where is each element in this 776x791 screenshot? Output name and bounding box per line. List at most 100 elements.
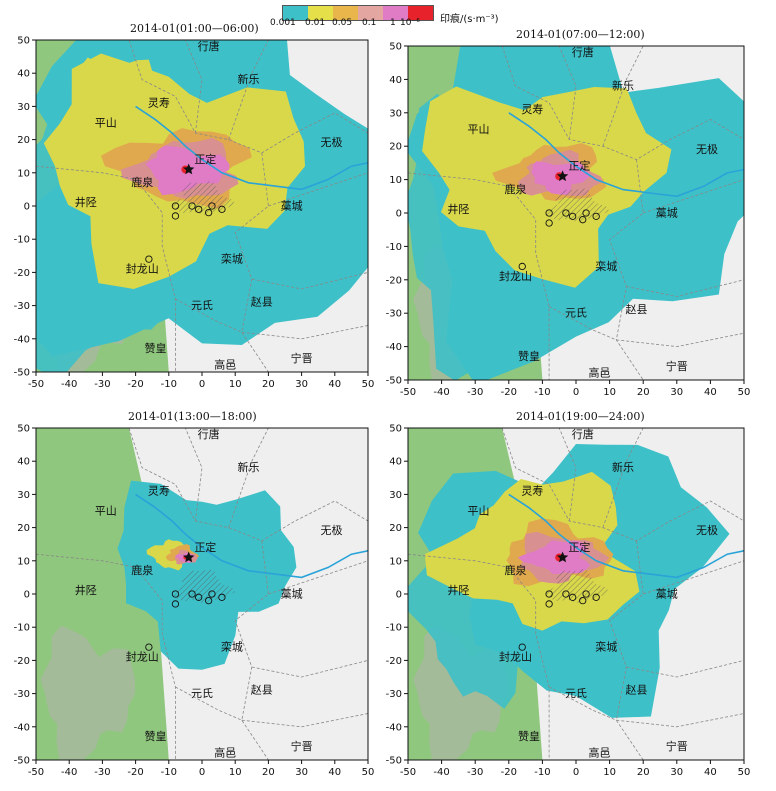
x-tick-label: 30 — [295, 379, 308, 390]
receptor-circle — [208, 202, 216, 210]
y-tick-label: 30 — [17, 102, 30, 113]
receptor-circle — [518, 643, 526, 651]
x-tick-label: 40 — [704, 767, 717, 778]
y-tick-label: 10 — [17, 168, 30, 179]
y-tick-label: 30 — [17, 490, 30, 501]
y-tick-label: 0 — [396, 209, 402, 220]
place-label: 赵县 — [251, 683, 273, 697]
county-boundary — [558, 428, 577, 522]
receptor-circle — [562, 590, 570, 598]
y-tick-label: 40 — [389, 75, 402, 86]
x-tick-label: 10 — [229, 767, 242, 778]
place-label: 正定 — [568, 540, 590, 554]
source-star-icon — [556, 551, 569, 563]
place-label: 井陉 — [447, 202, 469, 216]
county-boundary — [558, 46, 577, 140]
x-tick-label: 10 — [229, 379, 242, 390]
receptor-circle — [208, 590, 216, 598]
y-tick-label: -50 — [14, 756, 30, 767]
y-tick-label: 40 — [389, 457, 402, 468]
place-label: 元氏 — [565, 687, 587, 700]
x-tick-label: 0 — [573, 767, 579, 778]
source-star-icon — [556, 170, 569, 182]
county-boundary — [234, 152, 269, 372]
county-boundary — [185, 428, 203, 522]
place-label: 正定 — [568, 159, 590, 173]
x-tick-label: 40 — [328, 379, 341, 390]
receptor-circle — [579, 596, 587, 605]
river — [508, 112, 744, 198]
place-label: 封龙山 — [499, 269, 532, 283]
county-boundary — [616, 713, 744, 728]
place-label: 栾城 — [221, 251, 243, 265]
place-label: 封龙山 — [499, 649, 532, 663]
county-boundary — [548, 306, 617, 341]
place-label: 灵寿 — [148, 95, 170, 109]
county-boundary — [241, 713, 368, 728]
y-tick-label: 30 — [389, 490, 402, 501]
receptor-circle — [204, 596, 213, 605]
x-tick-label: 0 — [199, 767, 205, 778]
place-label: 宁晋 — [666, 739, 688, 753]
county-boundary — [241, 325, 368, 340]
place-label: 无极 — [320, 135, 342, 149]
place-label: 藁城 — [656, 587, 678, 600]
x-tick-label: 20 — [637, 387, 650, 398]
place-label: 平山 — [95, 504, 117, 517]
source-star-icon — [183, 551, 195, 563]
y-tick-label: 20 — [17, 523, 30, 534]
y-tick-label: -40 — [14, 334, 30, 345]
receptor-circle — [195, 593, 203, 601]
place-label: 新乐 — [237, 460, 259, 474]
urban-hatch — [546, 188, 610, 223]
y-tick-label: -10 — [386, 623, 402, 634]
x-tick-label: 40 — [704, 387, 717, 398]
y-tick-label: 40 — [17, 69, 30, 80]
y-tick-label: 10 — [389, 175, 402, 186]
x-tick-label: 0 — [199, 379, 205, 390]
y-tick-label: 20 — [17, 135, 30, 146]
map-panel-3: 2014-01(13:00—18:00) 行唐 灵寿 新乐 平山 无极 正定 鹿泉 井陉 藁城栾… — [0, 396, 388, 791]
river — [135, 105, 368, 191]
legend-tick: 0.1 — [362, 18, 377, 28]
x-tick-label: -30 — [94, 379, 110, 390]
receptor-circle — [218, 593, 226, 601]
county-boundary — [175, 686, 242, 721]
receptor-circle — [545, 219, 553, 227]
map-panel-4: 2014-01(19:00—24:00) 行唐 灵寿 新乐 平山 无极 正定 鹿泉 井陉 藁城栾… — [386, 396, 776, 791]
y-tick-label: 10 — [17, 556, 30, 567]
x-tick-label: -10 — [534, 767, 550, 778]
y-tick-label: 50 — [17, 424, 30, 435]
place-label: 无极 — [696, 523, 718, 537]
county-boundary — [548, 686, 617, 721]
legend-tick: 0.01 — [305, 18, 326, 28]
y-tick-label: -40 — [386, 342, 402, 353]
place-label: 高邑 — [214, 746, 236, 760]
x-tick-label: 10 — [603, 387, 616, 398]
y-tick-label: -30 — [386, 309, 402, 320]
place-label: 平山 — [95, 116, 117, 129]
map-panel-2: 2014-01(07:00—12:00) 行唐 灵寿 新乐 平山 无极 正定 鹿泉 井陉 藁城栾… — [386, 0, 776, 398]
y-tick-label: -10 — [14, 235, 30, 246]
place-label: 赞皇 — [518, 349, 540, 363]
y-tick-label: 50 — [389, 424, 402, 435]
y-tick-label: -50 — [386, 756, 402, 767]
y-tick-label: -40 — [386, 722, 402, 733]
y-tick-label: 10 — [389, 556, 402, 567]
panel-title: 2014-01(13:00—18:00) — [128, 410, 257, 423]
y-tick-label: 50 — [389, 42, 402, 53]
urban-hatch — [546, 569, 610, 604]
county-boundary — [602, 46, 644, 147]
place-label: 正定 — [194, 152, 216, 166]
county-boundary — [609, 540, 644, 760]
place-label: 赵县 — [625, 302, 647, 316]
river — [508, 493, 744, 579]
county-boundary — [602, 428, 644, 528]
receptor-circle — [204, 208, 213, 217]
y-tick-label: 20 — [389, 142, 402, 153]
county-boundary — [626, 279, 744, 297]
